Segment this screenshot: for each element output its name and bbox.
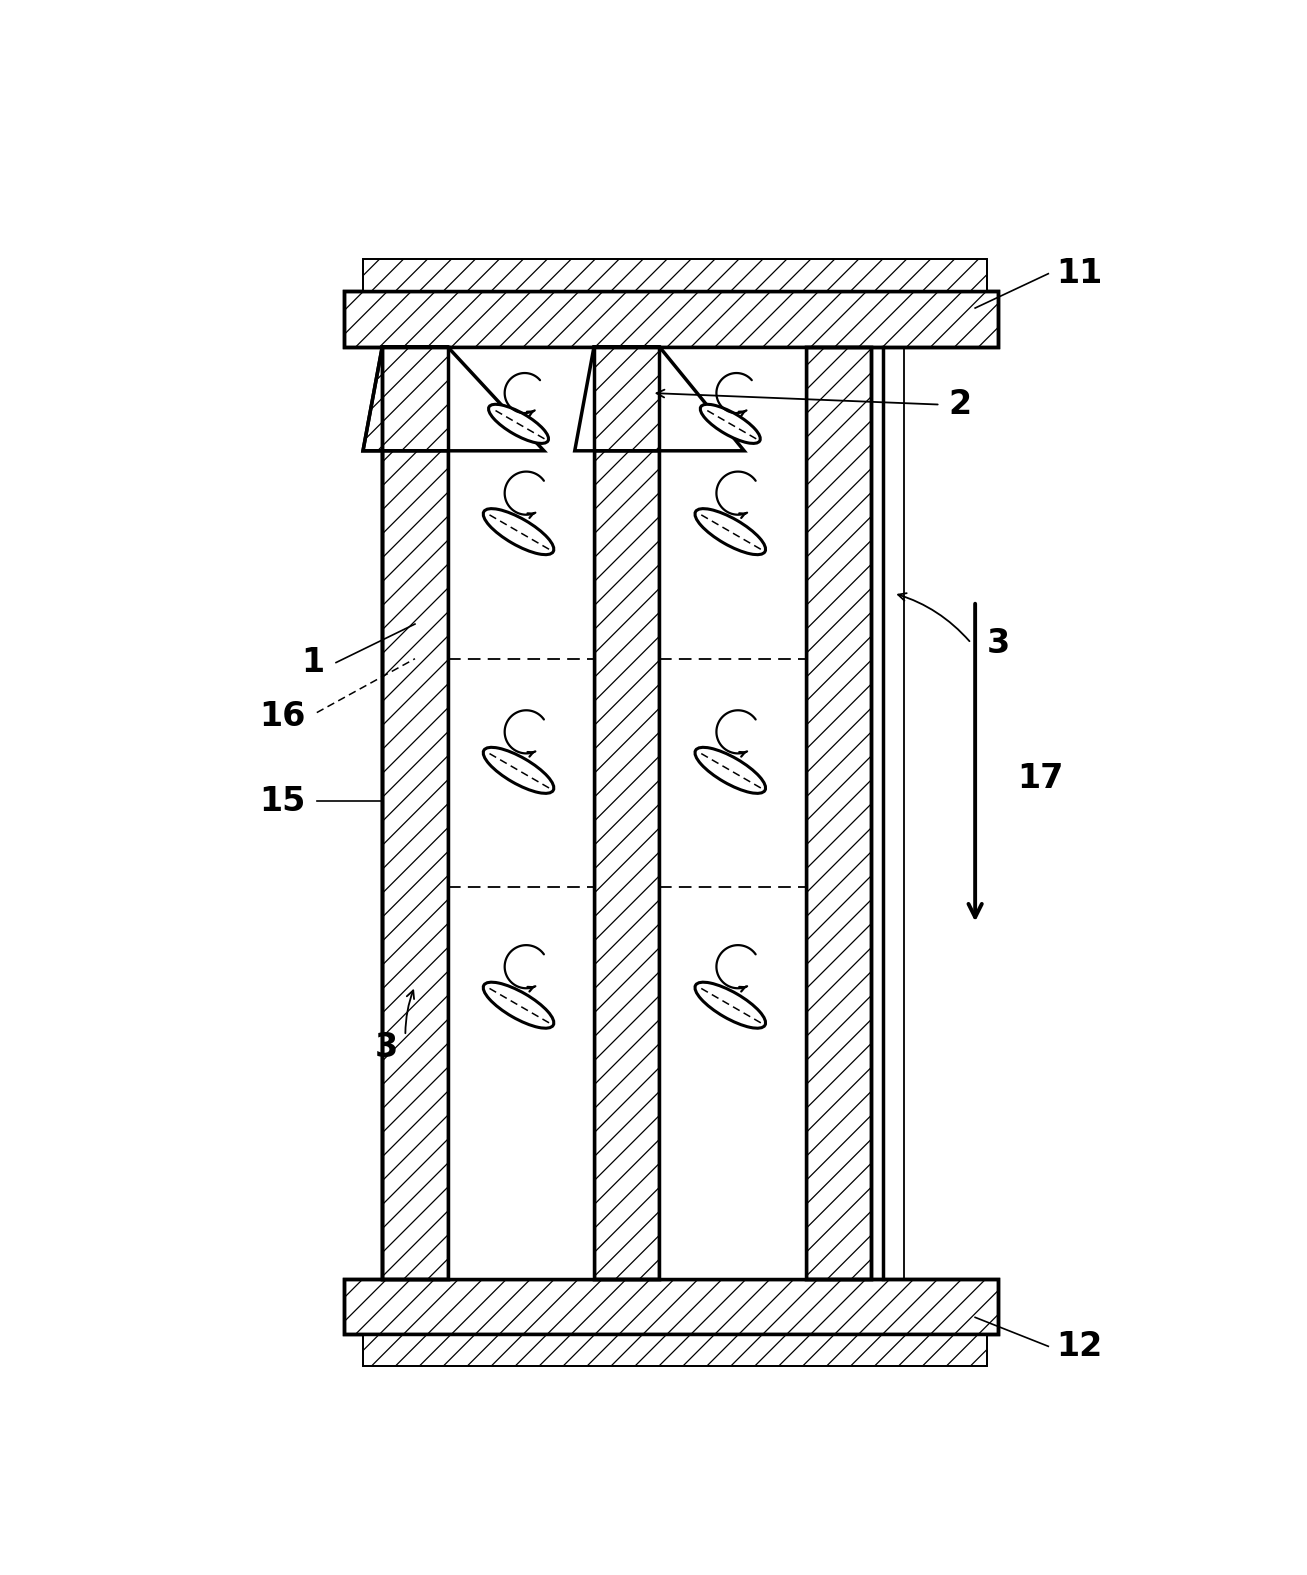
Ellipse shape (701, 405, 761, 444)
Polygon shape (344, 291, 999, 346)
Polygon shape (363, 346, 544, 450)
Polygon shape (344, 1279, 999, 1334)
Ellipse shape (484, 983, 554, 1028)
Polygon shape (593, 346, 660, 1279)
Text: 15: 15 (259, 784, 306, 817)
Ellipse shape (489, 405, 549, 444)
Text: 1: 1 (302, 646, 324, 679)
Text: 16: 16 (259, 699, 306, 732)
Text: 3: 3 (374, 1032, 397, 1065)
Text: 2: 2 (948, 387, 971, 421)
Polygon shape (363, 258, 987, 291)
Polygon shape (382, 346, 448, 1279)
Polygon shape (363, 1334, 987, 1367)
Ellipse shape (695, 748, 766, 794)
Polygon shape (805, 346, 872, 1279)
Text: 11: 11 (1056, 257, 1102, 290)
Text: 3: 3 (987, 627, 1010, 660)
Text: 17: 17 (1017, 762, 1064, 794)
Ellipse shape (695, 983, 766, 1028)
Ellipse shape (484, 509, 554, 554)
Polygon shape (575, 346, 744, 450)
Bar (660, 346, 805, 1279)
Bar (448, 346, 593, 1279)
Text: 12: 12 (1056, 1329, 1102, 1362)
Ellipse shape (484, 748, 554, 794)
Ellipse shape (695, 509, 766, 554)
